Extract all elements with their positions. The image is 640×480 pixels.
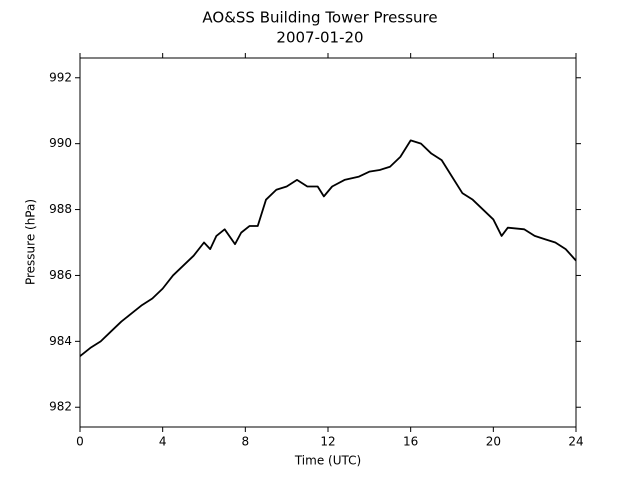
- y-tick-label: 988: [49, 202, 72, 216]
- x-tick-label: 24: [568, 435, 583, 449]
- x-tick-label: 0: [76, 435, 84, 449]
- chart-subtitle: 2007-01-20: [276, 29, 363, 47]
- pressure-line: [79, 139, 577, 357]
- y-tick-label: 990: [49, 136, 72, 150]
- y-axis-label: Pressure (hPa): [24, 199, 38, 285]
- x-tick-label: 12: [320, 435, 335, 449]
- y-tick-label: 982: [49, 400, 72, 414]
- x-tick-label: 4: [159, 435, 167, 449]
- y-tick-label: 986: [49, 268, 72, 282]
- y-tick-label: 992: [49, 70, 72, 84]
- x-tick-label: 16: [403, 435, 418, 449]
- x-tick-label: 8: [242, 435, 250, 449]
- plot-frame: [79, 57, 577, 428]
- chart-title: AO&SS Building Tower Pressure: [202, 9, 437, 27]
- y-tick-label: 984: [49, 334, 72, 348]
- x-axis-label: Time (UTC): [294, 454, 361, 468]
- x-tick-label: 20: [486, 435, 501, 449]
